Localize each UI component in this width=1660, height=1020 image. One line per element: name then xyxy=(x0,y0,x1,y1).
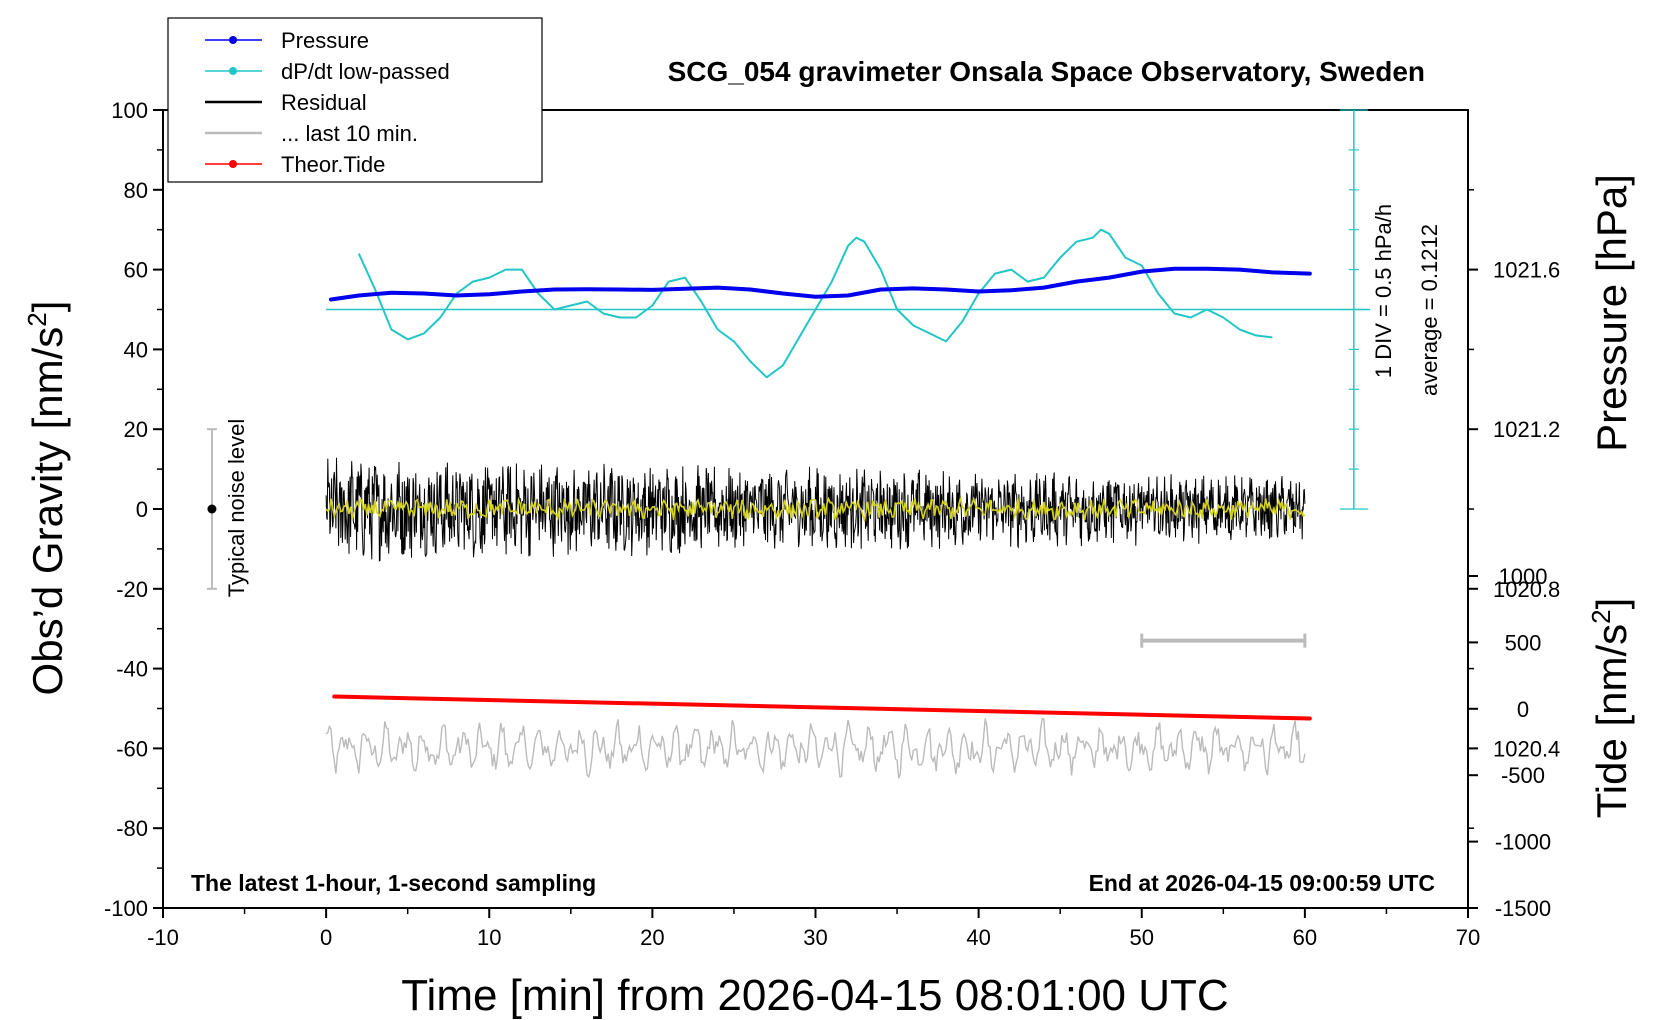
legend-label: dP/dt low-passed xyxy=(281,59,450,84)
series-residual-lowpassed xyxy=(325,495,1306,523)
noise-level-center xyxy=(207,504,217,514)
dpdt-scale-label: 1 DIV = 0.5 hPa/h xyxy=(1371,204,1396,378)
noise-level-label: Typical noise level xyxy=(224,419,249,598)
y-axis-left-title: Obs’d Gravity [nm/s2] xyxy=(22,301,71,696)
x-tick-label: 60 xyxy=(1293,925,1317,950)
tide-tick-label: 0 xyxy=(1517,697,1529,722)
series-residual xyxy=(325,457,1306,562)
tide-title-sup: 2 xyxy=(1586,609,1616,623)
bottom-right-note: End at 2026-04-15 09:00:59 UTC xyxy=(1089,870,1435,896)
tide-tick-label: 1000 xyxy=(1499,564,1548,589)
tide-tick-label: -1000 xyxy=(1495,830,1551,855)
series-last-10-min xyxy=(325,718,1306,779)
x-tick-label: 30 xyxy=(803,925,827,950)
x-tick-label: 70 xyxy=(1456,925,1480,950)
y-axis-left-title-sup: 2 xyxy=(22,312,52,326)
y-tick-label: 80 xyxy=(124,178,148,203)
y-axis-left-title-end: ] xyxy=(24,301,71,313)
y-tick-label: 20 xyxy=(124,417,148,442)
y-tick-label: 0 xyxy=(136,497,148,522)
chart-title: SCG_054 gravimeter Onsala Space Observat… xyxy=(668,56,1425,87)
legend-marker xyxy=(229,67,237,75)
x-axis-title: Time [min] from 2026-04-15 08:01:00 UTC xyxy=(401,971,1228,1020)
y-tick-label: -80 xyxy=(116,816,148,841)
y-tick-label: -100 xyxy=(104,896,148,921)
tide-tick-label: -500 xyxy=(1501,763,1545,788)
x-tick-label: 50 xyxy=(1130,925,1154,950)
legend-label: Pressure xyxy=(281,28,369,53)
series-pressure xyxy=(329,266,1312,302)
dpdt-average-label: average = 0.1212 xyxy=(1417,224,1442,396)
y-axis-left-title-main: Obs’d Gravity [nm/s xyxy=(24,327,71,696)
y-tick-label: -40 xyxy=(116,657,148,682)
tide-title-end: ] xyxy=(1588,598,1635,610)
pressure-tick-label: 1020.4 xyxy=(1493,736,1560,761)
x-tick-label: 40 xyxy=(966,925,990,950)
legend: Pressure dP/dt low-passed Residual ... last… xyxy=(167,17,543,183)
x-tick-label: 20 xyxy=(640,925,664,950)
legend-box xyxy=(167,17,543,183)
pressure-tick-label: 1020.8 xyxy=(1493,577,1560,602)
legend-label: Theor.Tide xyxy=(281,152,385,177)
tide-title-main: Tide [nm/s xyxy=(1588,624,1635,819)
pressure-tick-label: 1021.6 xyxy=(1493,258,1560,283)
series-layer xyxy=(206,109,1371,779)
legend-label: ... last 10 min. xyxy=(281,121,418,146)
x-tick-label: 0 xyxy=(320,925,332,950)
y-axis-right-pressure-title: Pressure [hPa] xyxy=(1588,174,1635,452)
series-theor-tide xyxy=(332,694,1312,721)
y-tick-label: -60 xyxy=(116,736,148,761)
x-tick-label: 10 xyxy=(477,925,501,950)
y-tick-label: 100 xyxy=(111,98,148,123)
y-tick-label: -20 xyxy=(116,577,148,602)
y-tick-label: 60 xyxy=(124,258,148,283)
series-dpdt xyxy=(357,228,1273,379)
axes: -10 0 10 20 30 40 50 60 70100806040200-20-40-60-… xyxy=(104,98,1560,950)
legend-marker xyxy=(229,36,237,44)
x-tick-label: -10 xyxy=(147,925,179,950)
pressure-tick-label: 1021.2 xyxy=(1493,417,1560,442)
bottom-left-note: The latest 1-hour, 1-second sampling xyxy=(191,870,596,896)
legend-marker xyxy=(229,160,237,168)
legend-label: Residual xyxy=(281,90,367,115)
y-tick-label: 40 xyxy=(124,337,148,362)
y-axis-right-tide-title: Tide [nm/s2] xyxy=(1586,598,1635,819)
tide-tick-label: 500 xyxy=(1505,630,1542,655)
tide-tick-label: -1500 xyxy=(1495,896,1551,921)
